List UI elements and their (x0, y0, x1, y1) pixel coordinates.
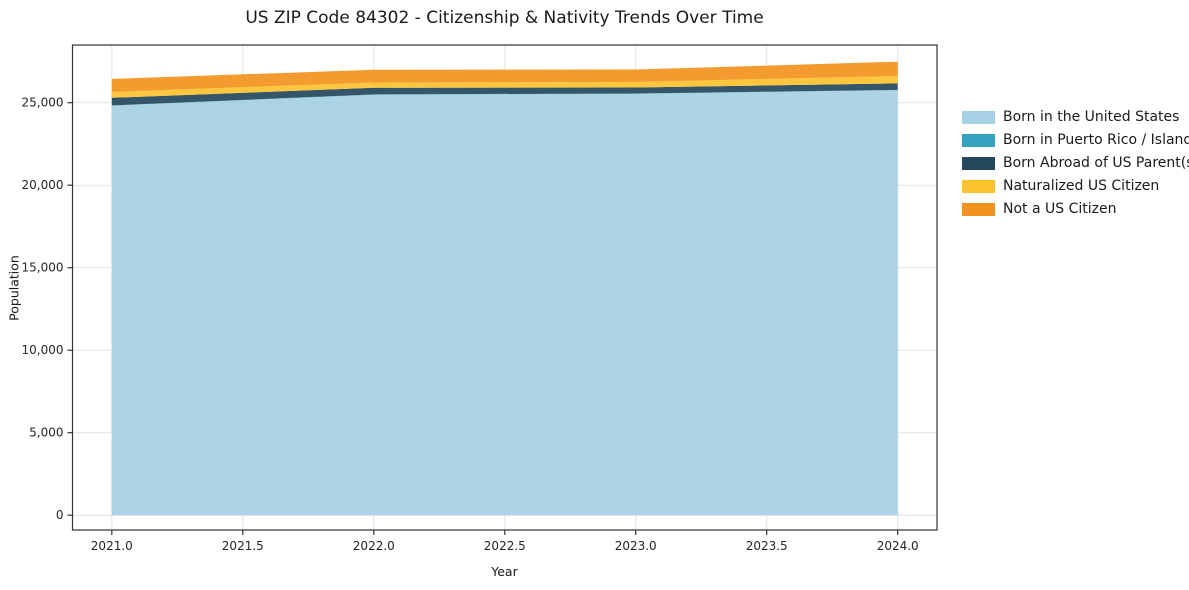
x-axis-label: Year (491, 564, 518, 579)
legend-label: Born in Puerto Rico / Islands (1003, 132, 1189, 148)
x-tick-label: 2021.0 (91, 539, 133, 553)
y-tick-label: 10,000 (22, 343, 64, 357)
legend-entry-5: Not a US Citizen (962, 201, 1189, 217)
y-tick-label: 0 (56, 508, 64, 522)
x-tick-label: 2021.5 (222, 539, 264, 553)
legend-entry-1: Born in the United States (962, 109, 1189, 125)
legend-swatch-icon (962, 111, 995, 124)
legend-swatch-icon (962, 180, 995, 193)
legend-label: Born in the United States (1003, 109, 1180, 125)
y-axis-label: Population (6, 255, 22, 321)
legend-entry-4: Naturalized US Citizen (962, 178, 1189, 194)
area-series-1 (111, 90, 898, 516)
y-tick-label: 20,000 (22, 178, 64, 192)
chart-title: US ZIP Code 84302 - Citizenship & Nativi… (245, 8, 764, 28)
legend-swatch-icon (962, 157, 995, 170)
area-series-5 (111, 61, 898, 92)
area-series-4 (111, 75, 898, 98)
legend-entry-2: Born in Puerto Rico / Islands (962, 132, 1189, 148)
x-tick-label: 2023.5 (746, 539, 788, 553)
legend: Born in the United States Born in Puerto … (962, 109, 1189, 217)
x-tick-label: 2024.0 (877, 539, 919, 553)
legend-label: Not a US Citizen (1003, 201, 1117, 217)
x-tick-label: 2022.0 (353, 539, 395, 553)
y-tick-label: 15,000 (22, 261, 64, 275)
x-tick-label: 2022.5 (484, 539, 526, 553)
x-tick-label: 2023.0 (615, 539, 657, 553)
legend-label: Born Abroad of US Parent(s) (1003, 155, 1189, 171)
area-series-3 (111, 83, 898, 106)
legend-label: Naturalized US Citizen (1003, 178, 1160, 194)
legend-entry-3: Born Abroad of US Parent(s) (962, 155, 1189, 171)
legend-swatch-icon (962, 203, 995, 216)
y-tick-label: 5,000 (29, 426, 63, 440)
legend-swatch-icon (962, 134, 995, 147)
y-tick-label: 25,000 (22, 96, 64, 110)
